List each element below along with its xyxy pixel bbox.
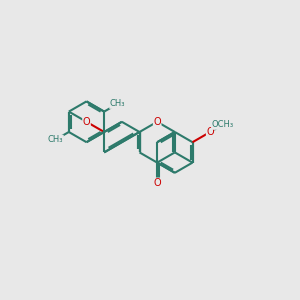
- Text: CH₃: CH₃: [48, 135, 63, 144]
- Text: CH₃: CH₃: [110, 100, 125, 109]
- Text: OCH₃: OCH₃: [212, 120, 234, 129]
- Text: O: O: [153, 178, 161, 188]
- Text: O: O: [153, 117, 161, 127]
- Text: O: O: [206, 127, 214, 137]
- Text: O: O: [83, 117, 90, 127]
